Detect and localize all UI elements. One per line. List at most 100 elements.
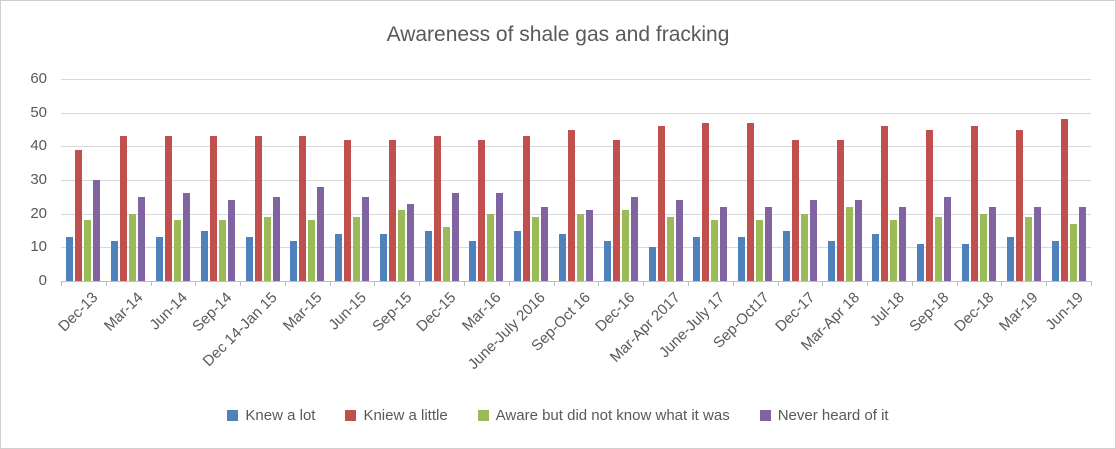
bar xyxy=(756,220,764,281)
bar xyxy=(809,200,817,281)
x-axis-tick xyxy=(374,281,376,286)
legend-swatch xyxy=(345,410,357,421)
bar xyxy=(1060,119,1068,281)
legend: Knew a lot Kniew a little Aware but did no… xyxy=(1,407,1115,424)
legend-item: Aware but did not know what it was xyxy=(477,407,730,424)
x-axis-label: Mar-15 xyxy=(279,289,326,335)
x-axis-tick xyxy=(419,281,421,286)
x-axis-tick xyxy=(822,281,824,286)
bar xyxy=(586,210,593,281)
bar xyxy=(720,206,728,281)
x-axis-tick xyxy=(687,281,689,286)
bar xyxy=(335,233,343,281)
bar xyxy=(675,200,683,281)
bar xyxy=(836,139,844,281)
bar xyxy=(254,136,262,281)
bar xyxy=(738,237,746,281)
bar xyxy=(514,230,522,281)
bar xyxy=(612,139,620,281)
bar xyxy=(765,206,773,281)
x-axis-tick xyxy=(284,281,286,286)
x-axis-tick xyxy=(61,281,62,286)
legend-label: Kniew a little xyxy=(363,407,448,424)
bar xyxy=(433,136,441,281)
bar xyxy=(182,193,190,281)
bar xyxy=(84,220,92,281)
bar xyxy=(577,213,584,281)
bar xyxy=(935,217,943,281)
bar xyxy=(173,220,181,281)
y-axis-label: 20 xyxy=(30,204,47,222)
gridline xyxy=(61,180,1091,181)
bar xyxy=(648,247,656,281)
x-axis-tick xyxy=(867,281,869,286)
bar xyxy=(845,206,853,281)
x-axis-label: Sep-18 xyxy=(906,289,953,336)
bar xyxy=(451,193,459,281)
y-axis-label: 60 xyxy=(30,70,47,87)
bar xyxy=(1006,237,1014,281)
x-axis-tick xyxy=(1001,281,1003,286)
bar xyxy=(129,213,137,281)
x-axis-tick xyxy=(732,281,734,286)
bar xyxy=(362,196,370,281)
bar xyxy=(120,136,128,281)
bar xyxy=(989,206,997,281)
x-axis-label: Dec-13 xyxy=(55,289,102,336)
gridline xyxy=(61,213,1091,215)
bar xyxy=(603,240,611,281)
x-axis-tick xyxy=(195,281,197,286)
bar xyxy=(308,220,316,281)
y-axis-label: 0 xyxy=(38,272,47,289)
bar xyxy=(478,139,486,281)
legend-label: Aware but did not know what it was xyxy=(495,407,730,424)
bar xyxy=(630,196,638,281)
bar xyxy=(917,243,925,281)
x-axis-label: Jun-14 xyxy=(146,289,191,334)
bar xyxy=(980,213,988,281)
legend-item: Knew a lot xyxy=(227,407,315,424)
bar xyxy=(317,186,325,281)
bar xyxy=(559,233,566,281)
bar xyxy=(1069,223,1077,281)
x-axis-tick xyxy=(508,281,510,286)
bar xyxy=(621,210,629,281)
bar xyxy=(496,193,504,281)
x-axis-label: Dec-15 xyxy=(413,289,460,336)
x-axis-tick xyxy=(464,281,466,286)
bar xyxy=(75,149,83,281)
bar xyxy=(442,227,450,281)
x-axis-tick xyxy=(911,281,913,286)
legend-item: Never heard of it xyxy=(759,407,889,424)
x-axis-tick xyxy=(777,281,779,286)
bar xyxy=(532,217,540,281)
y-axis-label: 30 xyxy=(30,171,47,188)
bar xyxy=(523,136,531,281)
bar xyxy=(657,126,665,281)
bar xyxy=(541,206,549,281)
legend-swatch xyxy=(227,410,239,421)
x-axis-tick xyxy=(150,281,152,286)
gridline xyxy=(61,146,1091,148)
bar xyxy=(138,196,146,281)
gridline xyxy=(61,79,1091,80)
chart-title: Awareness of shale gas and fracking xyxy=(386,23,730,46)
bar xyxy=(469,240,477,281)
bar xyxy=(890,220,898,281)
bar xyxy=(800,213,808,281)
legend-item: Kniew a little xyxy=(345,407,448,424)
bar xyxy=(66,237,74,281)
x-axis-label: Dec-18 xyxy=(950,289,998,336)
gridline xyxy=(61,112,1091,114)
x-axis-label: Mar-14 xyxy=(100,289,147,335)
x-axis-label: June-July 2016 xyxy=(465,289,550,373)
x-axis-tick xyxy=(329,281,331,286)
x-axis-tick xyxy=(105,281,107,286)
bar xyxy=(827,240,835,281)
bar xyxy=(1024,217,1032,281)
bar xyxy=(164,136,172,281)
bar xyxy=(1033,206,1041,281)
x-axis-label: Jun-15 xyxy=(325,289,371,334)
bar xyxy=(872,233,880,281)
bar xyxy=(111,240,119,281)
